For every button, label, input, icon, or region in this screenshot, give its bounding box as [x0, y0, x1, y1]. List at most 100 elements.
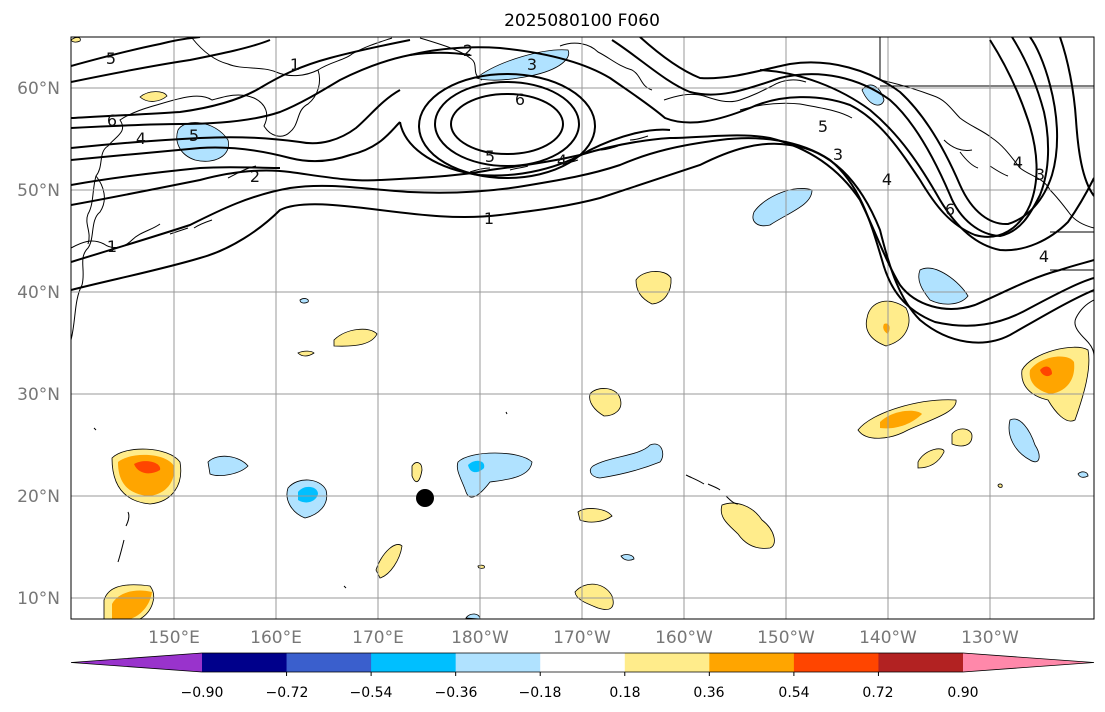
positive-region: [134, 461, 161, 474]
shaded-regions: [71, 37, 1090, 619]
contour-label: 1: [484, 209, 494, 228]
contour-label: 2: [463, 41, 473, 60]
contour-label: 1: [107, 237, 117, 256]
contour-line: [759, 69, 1094, 252]
positive-region: [333, 328, 378, 347]
map-frame: [70, 36, 1095, 620]
negative-region: [752, 188, 813, 227]
colorbar-tick-label: 0.72: [862, 685, 893, 701]
colorbar-bin: [455, 653, 541, 672]
contour-label: 5: [106, 49, 116, 68]
positive-region: [411, 462, 423, 483]
positive-region: [720, 502, 775, 549]
contour-label: 5: [189, 126, 199, 145]
contour-label: 4: [557, 151, 567, 170]
contour-line: [71, 89, 401, 149]
colorbar-bin: [286, 653, 372, 672]
positive-region: [880, 410, 922, 429]
colorbar-extend-max: [963, 653, 1094, 672]
colorbar-tick-label: 0.54: [778, 685, 809, 701]
contour-line: [71, 39, 411, 119]
contour-line: [399, 121, 671, 177]
colorbar-bin: [371, 653, 457, 672]
positive-region: [997, 483, 1003, 488]
contour-label: 1: [290, 55, 300, 74]
positive-region: [375, 544, 403, 579]
colorbar-tick-label: 0.36: [693, 685, 724, 701]
contour-line: [418, 73, 596, 179]
colorbar-ticks: −0.90 −0.72 −0.54 −0.36 −0.18 0.18 0.36 …: [181, 685, 979, 701]
contour-line: [71, 137, 1094, 327]
negative-region: [298, 486, 318, 503]
colorbar-tick-label: 0.90: [947, 685, 978, 701]
positive-region: [71, 37, 81, 43]
negative-region: [1077, 471, 1089, 478]
colorbar-tick-label: −0.54: [350, 685, 393, 701]
colorbar-tick-label: −0.18: [519, 685, 562, 701]
contour-line: [611, 37, 1050, 238]
contour-line: [71, 37, 201, 67]
colorbar-tick-label: −0.90: [181, 685, 224, 701]
positive-region: [1029, 356, 1075, 394]
lon-label: 160°W: [655, 628, 713, 648]
lon-label: 150°E: [148, 628, 200, 648]
contour-labels: 5 6 4 2 1 3 6 5 4 1 5 3 4 6 4 2 1 4 3 5: [106, 41, 1049, 266]
lat-label: 40°N: [17, 283, 60, 303]
lon-label: 140°W: [859, 628, 917, 648]
contour-label: 4: [136, 129, 146, 148]
longitude-labels: 150°E 160°E 170°E 180°W 170°W 160°W 150°…: [148, 628, 1019, 648]
contour-line: [71, 166, 281, 186]
positive-region: [917, 448, 945, 469]
negative-region: [620, 554, 635, 561]
contour-label: 4: [1013, 153, 1023, 172]
contour-label: 3: [1035, 165, 1045, 184]
positive-region: [1040, 366, 1052, 377]
contour-label: 6: [945, 200, 955, 219]
map-area: 5 6 4 2 1 3 6 5 4 1 5 3 4 6 4 2 1 4 3 5: [71, 37, 1094, 619]
lon-label: 170°E: [352, 628, 404, 648]
negative-region: [918, 267, 969, 305]
contour-line: [71, 39, 271, 83]
lon-label: 180°W: [451, 628, 509, 648]
contour-line: [450, 93, 564, 155]
coastlines: [71, 37, 1094, 589]
negative-region: [1008, 418, 1040, 463]
positive-region: [297, 350, 315, 357]
lon-label: 170°W: [553, 628, 611, 648]
contour-label: 6: [515, 90, 525, 109]
colorbar-tick-label: −0.72: [266, 685, 309, 701]
contour-line: [71, 121, 401, 163]
colorbar-bin: [540, 653, 626, 672]
lon-label: 150°W: [757, 628, 815, 648]
colorbar-bin: [878, 653, 964, 672]
positive-region: [635, 271, 672, 305]
contour-line: [71, 134, 1094, 310]
lat-label: 30°N: [17, 385, 60, 405]
contour-label: 3: [833, 145, 843, 164]
positive-region: [589, 388, 622, 417]
colorbar-outline: [70, 652, 1095, 673]
positive-region: [574, 583, 614, 610]
positive-region: [577, 508, 613, 523]
positive-region: [477, 564, 485, 569]
contour-label: 2: [250, 167, 260, 186]
contour-line: [71, 142, 1094, 344]
lat-label: 20°N: [17, 487, 60, 507]
colorbar-bin: [709, 653, 795, 672]
contour-label: 5: [818, 117, 828, 136]
contour-line: [1059, 37, 1094, 197]
negative-region: [589, 443, 664, 479]
latitude-labels: 10°N 20°N 30°N 40°N 50°N 60°N: [17, 79, 60, 609]
lon-label: 160°E: [250, 628, 302, 648]
positive-region: [951, 428, 973, 447]
colorbar-extend-min: [71, 653, 202, 672]
colorbar-bin: [793, 653, 879, 672]
contour-label: 5: [485, 147, 495, 166]
negative-region: [861, 84, 885, 106]
colorbar: [70, 652, 1095, 676]
contour-line: [434, 81, 580, 167]
contour-line: [409, 39, 1038, 238]
contour-label: 6: [107, 111, 117, 130]
lat-label: 10°N: [17, 589, 60, 609]
